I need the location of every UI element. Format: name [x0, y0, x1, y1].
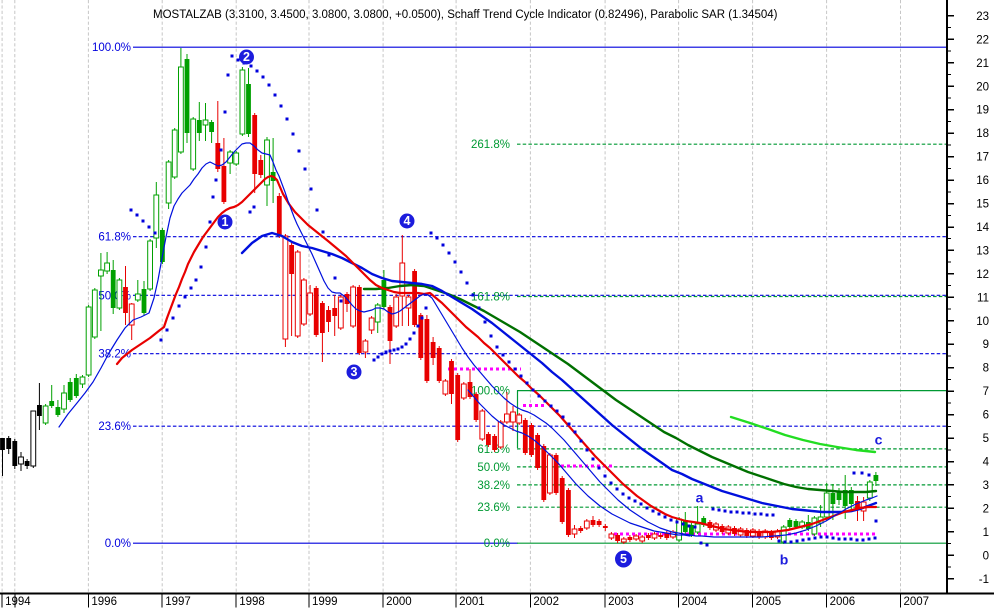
svg-text:7: 7: [983, 386, 989, 398]
svg-text:3: 3: [983, 480, 989, 492]
svg-text:9: 9: [983, 339, 989, 351]
svg-text:2006: 2006: [830, 596, 856, 608]
svg-text:1: 1: [222, 215, 229, 229]
svg-text:b: b: [780, 552, 789, 568]
svg-text:4: 4: [983, 457, 990, 469]
svg-text:1997: 1997: [165, 596, 191, 608]
svg-text:5: 5: [983, 433, 989, 445]
svg-text:2000: 2000: [386, 596, 412, 608]
svg-text:61.8%: 61.8%: [98, 232, 131, 244]
svg-text:8: 8: [983, 363, 989, 375]
svg-text:21: 21: [976, 58, 989, 70]
svg-text:14: 14: [976, 222, 989, 234]
svg-text:1: 1: [983, 527, 989, 539]
svg-text:1998: 1998: [239, 596, 265, 608]
svg-text:1994: 1994: [5, 596, 31, 608]
svg-text:0.0%: 0.0%: [105, 538, 131, 550]
svg-text:10: 10: [976, 316, 989, 328]
svg-text:11: 11: [977, 292, 989, 304]
svg-text:c: c: [875, 432, 883, 448]
svg-text:2001: 2001: [459, 596, 485, 608]
svg-text:19: 19: [976, 105, 989, 117]
svg-text:23: 23: [976, 11, 989, 23]
svg-text:16: 16: [976, 175, 989, 187]
svg-text:0.0%: 0.0%: [484, 538, 510, 550]
svg-text:15: 15: [976, 199, 989, 211]
svg-text:MOSTALZAB (3.3100, 3.4500, 3.0: MOSTALZAB (3.3100, 3.4500, 3.0800, 3.080…: [153, 9, 778, 21]
svg-text:2: 2: [243, 50, 250, 64]
svg-text:2005: 2005: [756, 596, 782, 608]
svg-text:23.6%: 23.6%: [477, 502, 510, 514]
svg-text:50.0%: 50.0%: [477, 462, 510, 474]
svg-text:17: 17: [976, 152, 989, 164]
svg-text:23.6%: 23.6%: [98, 421, 131, 433]
svg-text:-1: -1: [979, 574, 989, 586]
svg-text:1996: 1996: [91, 596, 117, 608]
svg-text:6: 6: [983, 410, 989, 422]
svg-text:3: 3: [351, 365, 358, 379]
svg-text:13: 13: [976, 245, 989, 257]
svg-text:0: 0: [983, 550, 989, 562]
svg-text:18: 18: [976, 128, 989, 140]
svg-text:a: a: [696, 490, 704, 506]
svg-text:20: 20: [976, 81, 989, 93]
svg-text:22: 22: [976, 34, 989, 46]
svg-text:12: 12: [976, 269, 989, 281]
svg-text:2: 2: [983, 503, 989, 515]
svg-text:38.2%: 38.2%: [477, 480, 510, 492]
svg-text:2004: 2004: [682, 596, 708, 608]
svg-text:2002: 2002: [533, 596, 559, 608]
svg-text:2003: 2003: [608, 596, 634, 608]
svg-text:2007: 2007: [904, 596, 930, 608]
svg-text:4: 4: [404, 214, 411, 228]
svg-text:261.8%: 261.8%: [471, 139, 510, 151]
svg-text:5: 5: [620, 552, 627, 566]
svg-text:100.0%: 100.0%: [92, 42, 131, 54]
svg-text:1999: 1999: [312, 596, 338, 608]
svg-text:161.8%: 161.8%: [471, 292, 510, 304]
